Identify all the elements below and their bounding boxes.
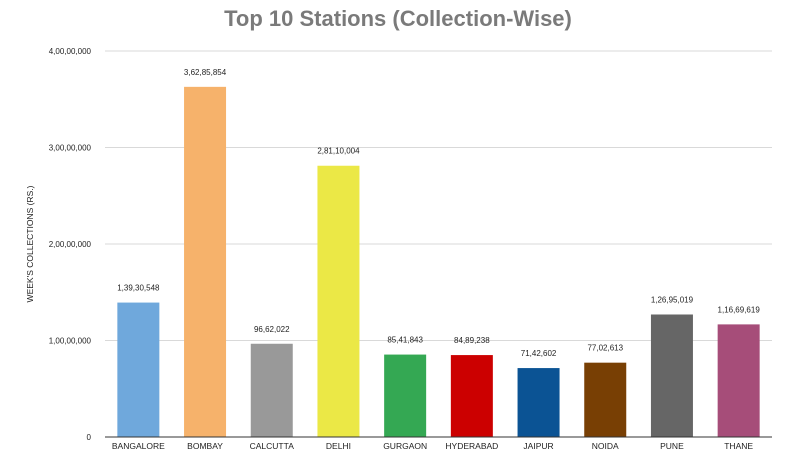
- data-label-noida: 77,02,613: [587, 344, 623, 353]
- bar-delhi: [317, 165, 360, 437]
- category-label-pune: PUNE: [660, 441, 684, 451]
- bar-pune: [650, 314, 693, 437]
- data-labels: 1,39,30,548 3,62,85,854 96,62,022 2,81,10,0…: [117, 68, 760, 358]
- data-label-bangalore: 1,39,30,548: [117, 284, 160, 293]
- category-label-thane: THANE: [724, 441, 753, 451]
- bar-bangalore: [117, 302, 160, 437]
- data-label-delhi: 2,81,10,004: [317, 147, 360, 156]
- category-label-calcutta: CALCUTTA: [250, 441, 295, 451]
- bar-thane: [717, 324, 760, 437]
- y-axis-ticks: 0 1,00,00,000 2,00,00,000 3,00,00,000 4,00,0…: [49, 47, 92, 442]
- y-tick-label: 0: [87, 433, 92, 442]
- bar-jaipur: [517, 368, 560, 437]
- data-label-pune: 1,26,95,019: [651, 295, 694, 304]
- category-label-noida: NOIDA: [592, 441, 619, 451]
- y-tick-label: 1,00,00,000: [49, 337, 92, 346]
- chart-title: Top 10 Stations (Collection-Wise): [224, 6, 572, 31]
- data-label-hyderabad: 84,89,238: [454, 336, 490, 345]
- y-tick-label: 3,00,00,000: [49, 144, 92, 153]
- bar-noida: [584, 362, 627, 437]
- bar-calcutta: [250, 343, 293, 437]
- data-label-gurgaon: 85,41,843: [387, 336, 423, 345]
- x-axis-categories: BANGALORE BOMBAY CALCUTTA DELHI GURGAON HYDER…: [112, 441, 753, 451]
- bars: [117, 86, 760, 438]
- bar-bombay: [184, 86, 227, 438]
- data-label-thane: 1,16,69,619: [718, 305, 761, 314]
- data-label-jaipur: 71,42,602: [521, 349, 557, 358]
- bar-hyderabad: [450, 355, 493, 437]
- data-label-calcutta: 96,62,022: [254, 325, 290, 334]
- category-label-bangalore: BANGALORE: [112, 441, 165, 451]
- y-tick-label: 4,00,00,000: [49, 47, 92, 56]
- category-label-gurgaon: GURGAON: [383, 441, 427, 451]
- y-axis-label: WEEK'S COLLECTIONS (RS.): [25, 185, 35, 302]
- bar-gurgaon: [384, 354, 427, 437]
- y-tick-label: 2,00,00,000: [49, 240, 92, 249]
- category-label-delhi: DELHI: [326, 441, 351, 451]
- category-label-hyderabad: HYDERABAD: [445, 441, 498, 451]
- category-label-jaipur: JAIPUR: [523, 441, 553, 451]
- category-label-bombay: BOMBAY: [187, 441, 223, 451]
- data-label-bombay: 3,62,85,854: [184, 68, 227, 77]
